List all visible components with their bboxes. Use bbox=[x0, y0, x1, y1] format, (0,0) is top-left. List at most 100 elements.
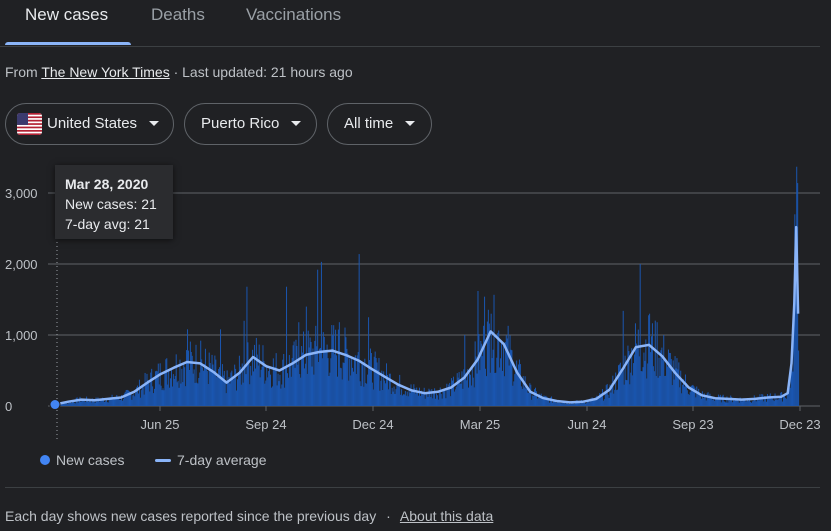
case-bar bbox=[502, 370, 503, 406]
case-bar bbox=[636, 345, 638, 406]
case-bar bbox=[177, 380, 179, 406]
case-bar bbox=[723, 401, 725, 406]
case-bar bbox=[529, 383, 531, 406]
case-bar bbox=[115, 398, 117, 406]
case-bar bbox=[511, 350, 513, 406]
source-link[interactable]: The New York Times bbox=[41, 64, 170, 80]
case-bar bbox=[692, 384, 694, 406]
case-bar bbox=[170, 378, 172, 406]
case-bar bbox=[624, 355, 626, 406]
case-bar bbox=[208, 352, 210, 406]
case-bar bbox=[586, 400, 588, 406]
case-bar bbox=[601, 393, 603, 406]
case-bar bbox=[628, 351, 630, 406]
case-bar bbox=[358, 254, 360, 406]
case-bar bbox=[124, 391, 126, 406]
case-bar bbox=[671, 385, 673, 406]
case-bar bbox=[775, 399, 777, 406]
case-bar bbox=[377, 369, 379, 406]
about-data-link[interactable]: About this data bbox=[399, 508, 494, 524]
case-bar bbox=[459, 383, 461, 406]
case-bar bbox=[84, 401, 86, 406]
case-bar bbox=[770, 398, 772, 406]
case-bar bbox=[610, 392, 612, 406]
case-bar bbox=[266, 366, 268, 406]
case-bar bbox=[308, 347, 310, 406]
case-bar bbox=[235, 368, 237, 406]
case-bar bbox=[696, 386, 698, 406]
case-bar bbox=[713, 398, 715, 406]
tab-vaccinations[interactable]: Vaccinations bbox=[246, 5, 342, 24]
case-bar bbox=[404, 391, 406, 406]
case-bar bbox=[247, 342, 249, 406]
case-bar bbox=[457, 377, 459, 406]
case-bar bbox=[798, 350, 800, 406]
case-bar bbox=[303, 368, 305, 406]
case-bar bbox=[336, 376, 338, 406]
case-bar bbox=[147, 380, 149, 406]
case-bar bbox=[367, 374, 369, 406]
case-bar bbox=[284, 387, 286, 406]
case-bar bbox=[519, 364, 521, 406]
case-bar bbox=[687, 393, 689, 406]
case-bar bbox=[667, 349, 669, 406]
case-bar bbox=[264, 383, 266, 406]
case-bar bbox=[129, 391, 131, 406]
case-bar bbox=[661, 347, 663, 406]
case-bar bbox=[69, 402, 71, 406]
case-bar bbox=[118, 398, 120, 406]
chevron-down-icon bbox=[149, 120, 160, 126]
case-bar bbox=[92, 401, 94, 406]
case-bar bbox=[548, 398, 550, 406]
case-bar bbox=[521, 388, 523, 406]
case-bar bbox=[155, 370, 157, 406]
case-bar bbox=[382, 390, 384, 406]
region-dropdown[interactable]: Puerto Rico bbox=[184, 103, 317, 145]
case-bar bbox=[419, 395, 421, 406]
case-bar bbox=[278, 381, 280, 406]
case-bar bbox=[299, 374, 301, 406]
case-bar bbox=[611, 383, 613, 406]
case-bar bbox=[461, 371, 463, 406]
case-bar bbox=[791, 342, 793, 406]
case-bar bbox=[495, 372, 497, 406]
case-bar bbox=[568, 403, 570, 406]
case-bar bbox=[759, 394, 761, 406]
case-bar bbox=[745, 401, 747, 406]
case-bar bbox=[565, 403, 567, 406]
case-bar bbox=[207, 384, 209, 406]
case-bar bbox=[646, 378, 648, 406]
case-bar bbox=[394, 393, 396, 406]
case-bar bbox=[766, 394, 768, 406]
case-bar bbox=[484, 296, 486, 406]
case-bar bbox=[183, 364, 185, 406]
case-bar bbox=[194, 382, 196, 406]
case-bar bbox=[72, 401, 74, 406]
case-bar bbox=[306, 373, 308, 406]
country-dropdown[interactable]: United States bbox=[5, 103, 174, 145]
cases-chart[interactable]: 0 1,000 2,000 3,000 Jun 25 Sep 24 Dec 24 Mar 2… bbox=[0, 150, 831, 450]
case-bar bbox=[309, 337, 311, 406]
case-bar bbox=[91, 398, 93, 406]
case-bar bbox=[499, 367, 501, 406]
case-bar bbox=[229, 383, 231, 406]
case-bar bbox=[195, 344, 197, 406]
case-bar bbox=[405, 395, 407, 406]
case-bar bbox=[427, 396, 429, 406]
case-bar bbox=[547, 397, 549, 406]
case-bar bbox=[639, 264, 641, 406]
case-bar bbox=[679, 387, 681, 406]
case-bar bbox=[368, 317, 370, 406]
case-bar bbox=[252, 349, 254, 406]
tab-deaths[interactable]: Deaths bbox=[151, 5, 205, 24]
range-dropdown[interactable]: All time bbox=[327, 103, 432, 145]
case-bar bbox=[110, 397, 112, 406]
tab-new-cases[interactable]: New cases bbox=[25, 5, 109, 24]
case-bar bbox=[313, 374, 315, 406]
case-bar bbox=[419, 387, 421, 406]
case-bar bbox=[530, 384, 532, 406]
case-bar bbox=[414, 388, 416, 406]
case-bar bbox=[464, 335, 466, 406]
case-bar bbox=[219, 367, 221, 406]
case-bar bbox=[447, 390, 449, 406]
